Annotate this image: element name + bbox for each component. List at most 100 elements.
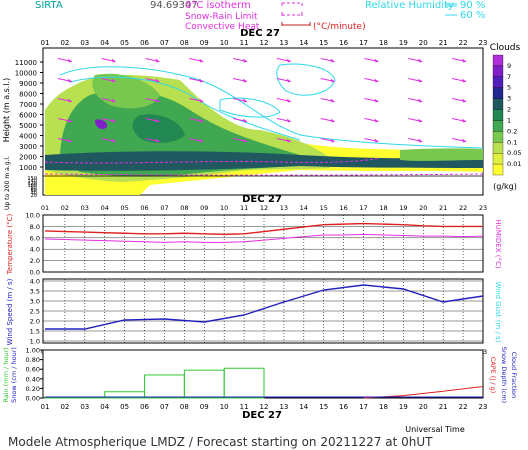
top-hour-axis: 01 02 03 04 05 06 07 08 09 10 11 12 13 14 15 16 17 18 19 20… <box>41 39 488 47</box>
hour-tick-label: 07 <box>160 39 169 47</box>
hour-tick-label: 19 <box>399 204 407 212</box>
clouds-legend-tick: 0.2 <box>507 127 517 135</box>
wind-arrow-head <box>199 98 204 103</box>
precip-ytick-label: 0.40 <box>26 375 40 383</box>
clouds-legend-swatch <box>492 163 504 176</box>
temperature-panel: 10.0 8.0 6.0 4.0 2.0 0.0 <box>26 212 484 277</box>
wind-arrow-head <box>462 78 467 83</box>
hour-tick-label: 14 <box>299 39 308 47</box>
wind-arrow-head <box>374 138 379 143</box>
legend-conv: Convective Heat <box>185 22 260 32</box>
wind-arrow-head <box>111 58 116 63</box>
legend-snow: Snow-Rain Limit <box>185 12 258 22</box>
wind-arrow-head <box>418 138 423 143</box>
hour-tick-label: 15 <box>319 39 328 47</box>
wind-arrow-head <box>67 118 72 123</box>
clouds-legend-scale: 9 7 5 3 2 1 0.2 0.1 0.05 0.01 <box>492 54 521 176</box>
cloud-field-purple <box>95 119 108 129</box>
hour-tick-label: 08 <box>180 204 188 212</box>
hour-tick-label: 06 <box>140 39 149 47</box>
clouds-ytick-label: 2000 <box>19 154 37 162</box>
legend-snow-symbol <box>281 12 303 16</box>
rain-bar <box>223 367 265 399</box>
wind-arrow-head <box>199 118 204 123</box>
wind-arrow-head <box>67 58 72 63</box>
wind-arrow-head <box>286 78 291 83</box>
clouds-ytick-label: 4000 <box>19 133 37 141</box>
clouds-ytick-label: 9000 <box>19 80 37 88</box>
wind-arrow-head <box>67 138 72 143</box>
wind-ylabel: Wind Speed (m / s) <box>6 278 14 345</box>
humidex-ylabel: HUMIDEX (°C) <box>494 219 502 268</box>
hour-tick-label: 22 <box>459 403 468 411</box>
clouds-legend: Clouds 9 7 5 3 2 1 0.2 0.1 0.05 0.01 (g/kg) <box>490 43 522 191</box>
wind-arrow-head <box>462 58 467 63</box>
wind-arrow-head <box>155 58 160 63</box>
temperature-ylabel: Temperature (°C) <box>6 214 14 276</box>
hour-tick-label: 09 <box>200 39 209 47</box>
footer-title: Modele Atmospherique LMDZ / Forecast sta… <box>8 435 433 449</box>
cloud-fraction-ylabel: Cloud Fraction <box>510 352 518 399</box>
clouds-legend-swatch <box>492 109 504 121</box>
hour-tick-label: 19 <box>399 403 408 411</box>
wind-arrow-head <box>462 138 467 143</box>
temperature-ytick-label: 6.0 <box>30 234 40 242</box>
temperature-ytick-label: 0.0 <box>30 269 40 277</box>
hour-tick-label: 23 <box>479 403 488 411</box>
isotherm-0c <box>44 157 484 176</box>
hour-tick-label: 20 <box>419 403 428 411</box>
precip-ytick-label: 0.60 <box>26 366 40 374</box>
hour-tick-label: 01 <box>41 204 49 212</box>
hour-tick-label: 05 <box>120 39 129 47</box>
hour-tick-label: 16 <box>339 39 348 47</box>
wind-arrow-head <box>286 118 291 123</box>
wind-arrow-head <box>199 138 204 143</box>
clouds-ytick-label-low: 60 <box>31 188 37 194</box>
hour-tick-label: 13 <box>280 204 288 212</box>
clouds-legend-unit: (g/kg) <box>493 182 517 191</box>
wind-arrow-head <box>330 138 335 143</box>
rh-90-symbol <box>445 3 457 7</box>
clouds-legend-tick: 3 <box>507 95 511 103</box>
temperature-ytick-label: 4.0 <box>30 246 40 254</box>
station-name: SIRTA <box>35 0 63 11</box>
legend-0c: 0°C isotherm <box>185 0 251 11</box>
wind-arrow-head <box>418 78 423 83</box>
wind-y-axis: 4.0 3.5 3.0 2.5 2.0 1.5 1.0 <box>30 278 483 346</box>
clouds-legend-tick: 0.1 <box>507 138 517 146</box>
clouds-ytick-label: 3000 <box>19 143 37 151</box>
hour-tick-label: 17 <box>359 204 367 212</box>
clouds-ytick-label: 5000 <box>19 122 37 130</box>
mid-hour-axis: 01 02 03 04 05 06 07 08 09 10 11 12 13 14 15 16 17 18 19 20… <box>41 204 487 212</box>
hour-tick-label: 08 <box>180 403 189 411</box>
hour-tick-label: 18 <box>379 204 387 212</box>
precip-y-axis: 1.000.80 0.600.40 0.20 0.00 <box>26 347 43 403</box>
clouds-legend-tick: 9 <box>507 62 511 70</box>
xlabel: Universal Time <box>405 425 465 434</box>
temperature-ytick-label: 10.0 <box>26 212 40 220</box>
hour-tick-label: 07 <box>160 204 168 212</box>
clouds-ytick-label: 1000 <box>19 164 37 172</box>
hour-tick-label: 21 <box>439 403 448 411</box>
hour-tick-label: 11 <box>240 403 249 411</box>
wind-arrow-head <box>286 98 291 103</box>
hour-tick-label: 07 <box>160 403 169 411</box>
bottom-hour-axis: 01 02 03 04 05 06 07 08 09 10 11 12 13 14 15 16 17 18 19 20… <box>41 403 488 411</box>
rain-ylabel: Rain (mm / hour) <box>2 347 10 402</box>
wind-arrow-head <box>330 58 335 63</box>
wind-ytick-label: 1.0 <box>30 338 40 346</box>
hour-tick-label: 04 <box>100 39 109 47</box>
hour-tick-label: 03 <box>80 39 89 47</box>
hour-tick-label: 04 <box>101 204 109 212</box>
clouds-ytick-label: 7000 <box>19 101 37 109</box>
wind-lines <box>45 284 484 330</box>
wind-ytick-label: 1.5 <box>30 328 40 336</box>
hour-tick-label: 22 <box>459 39 468 47</box>
clouds-y-axis: 11000 10000 9000 8000 7000 6000 5000 4000 3000 20… <box>15 59 43 199</box>
clouds-ytick-label-low: 100 <box>27 183 37 189</box>
wind-arrow-head <box>155 98 160 103</box>
legend-0c-symbol <box>281 2 303 6</box>
wind-arrow-head <box>286 138 291 143</box>
clouds-legend-title: Clouds <box>490 43 521 53</box>
clouds-panel: 11000 10000 9000 8000 7000 6000 5000 4000 3000 20… <box>15 47 484 199</box>
